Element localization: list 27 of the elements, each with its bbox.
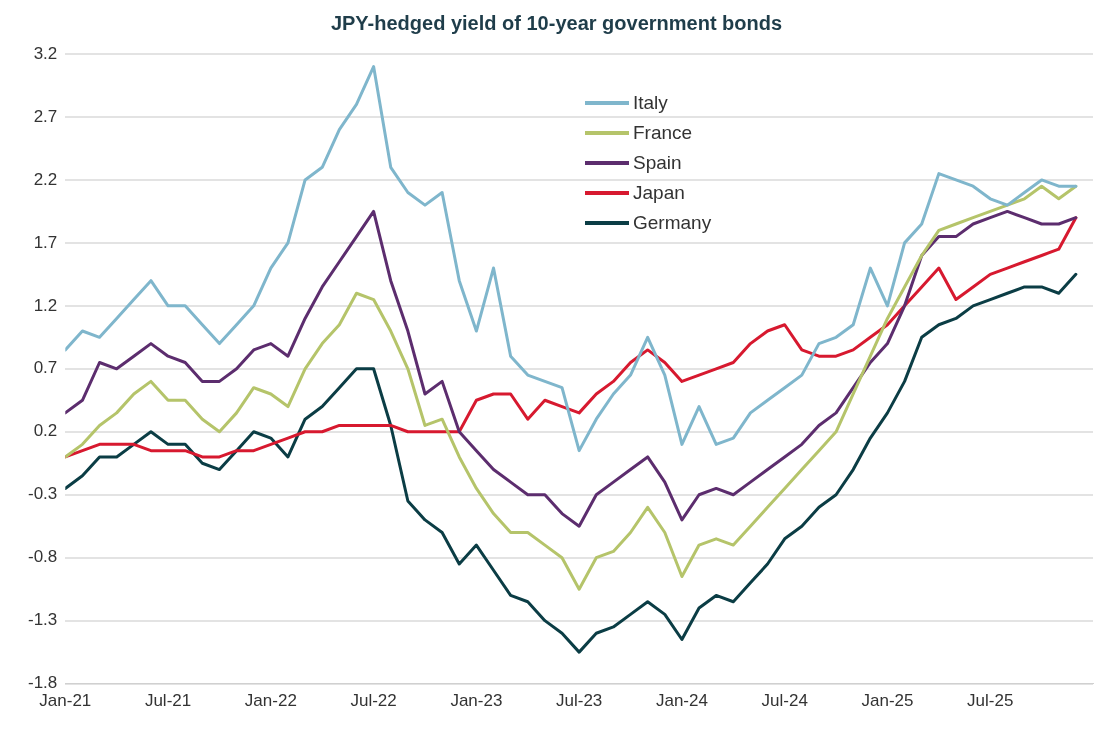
legend-label: Japan bbox=[633, 182, 685, 204]
y-tick-label: 2.2 bbox=[33, 169, 58, 189]
x-tick-label: Jan-21 bbox=[39, 691, 92, 711]
x-tick-label: Jul-23 bbox=[555, 691, 603, 711]
y-tick-label: -1.8 bbox=[28, 673, 58, 693]
y-tick-label: 0.2 bbox=[33, 421, 58, 441]
y-tick-label: 3.2 bbox=[33, 43, 58, 63]
x-tick-label: Jan-25 bbox=[861, 691, 914, 711]
y-tick-label: -1.3 bbox=[28, 610, 58, 630]
y-tick-label: 0.7 bbox=[33, 358, 58, 378]
y-tick-label: 1.2 bbox=[33, 295, 58, 315]
x-tick-label: Jan-24 bbox=[655, 691, 708, 711]
chart-title: JPY-hedged yield of 10-year government bonds bbox=[330, 11, 783, 34]
x-tick-label: Jul-25 bbox=[967, 691, 1014, 711]
x-tick-label: Jul-24 bbox=[761, 691, 808, 711]
legend-label: France bbox=[633, 122, 693, 144]
x-tick-label: Jan-22 bbox=[244, 691, 297, 711]
y-tick-label: -0.8 bbox=[28, 547, 58, 567]
legend-label: Italy bbox=[633, 92, 668, 114]
legend-label: Germany bbox=[633, 212, 712, 234]
y-tick-label: 1.7 bbox=[33, 232, 58, 252]
x-tick-label: Jul-22 bbox=[350, 691, 397, 711]
y-tick-label: 2.7 bbox=[33, 106, 58, 126]
x-tick-label: Jul-21 bbox=[144, 691, 192, 711]
x-tick-label: Jan-23 bbox=[450, 691, 503, 711]
legend-label: Spain bbox=[633, 152, 682, 174]
y-tick-label: -0.3 bbox=[28, 484, 58, 504]
